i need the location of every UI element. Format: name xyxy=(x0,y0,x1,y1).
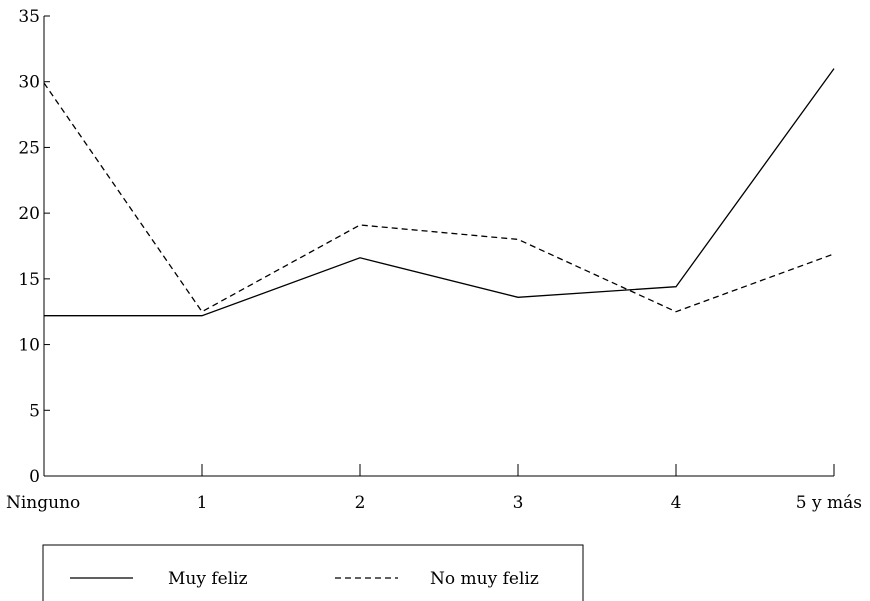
x-axis-ticks: Ninguno 1 2 3 4 5 y más xyxy=(6,464,862,513)
y-tick-label: 15 xyxy=(18,270,40,290)
legend-box xyxy=(42,544,584,601)
series-line-no-muy-feliz xyxy=(43,82,835,313)
legend-label-no-muy-feliz: No muy feliz xyxy=(430,569,539,589)
legend-label-muy-feliz: Muy feliz xyxy=(168,569,248,589)
y-tick-label: 25 xyxy=(18,138,40,158)
x-tick-label: 5 y más xyxy=(796,493,862,513)
y-tick-label: 35 xyxy=(18,7,40,27)
chart-legend: Muy feliz No muy feliz xyxy=(42,544,584,601)
x-tick-label: 4 xyxy=(671,493,682,513)
x-tick-label: 1 xyxy=(197,493,208,513)
y-tick-label: 0 xyxy=(29,467,40,487)
y-tick-label: 5 xyxy=(29,401,40,421)
y-axis-ticks: 0 5 10 15 20 25 30 35 xyxy=(18,7,50,487)
x-tick-label: 3 xyxy=(513,493,524,513)
y-tick-label: 10 xyxy=(18,336,40,356)
y-tick-label: 30 xyxy=(18,73,40,93)
chart-series xyxy=(43,68,835,317)
series-line-muy-feliz xyxy=(44,68,835,317)
x-tick-label: 2 xyxy=(355,493,366,513)
x-tick-label: Ninguno xyxy=(6,493,80,513)
y-tick-label: 20 xyxy=(18,204,40,224)
chart-axes xyxy=(43,16,834,477)
